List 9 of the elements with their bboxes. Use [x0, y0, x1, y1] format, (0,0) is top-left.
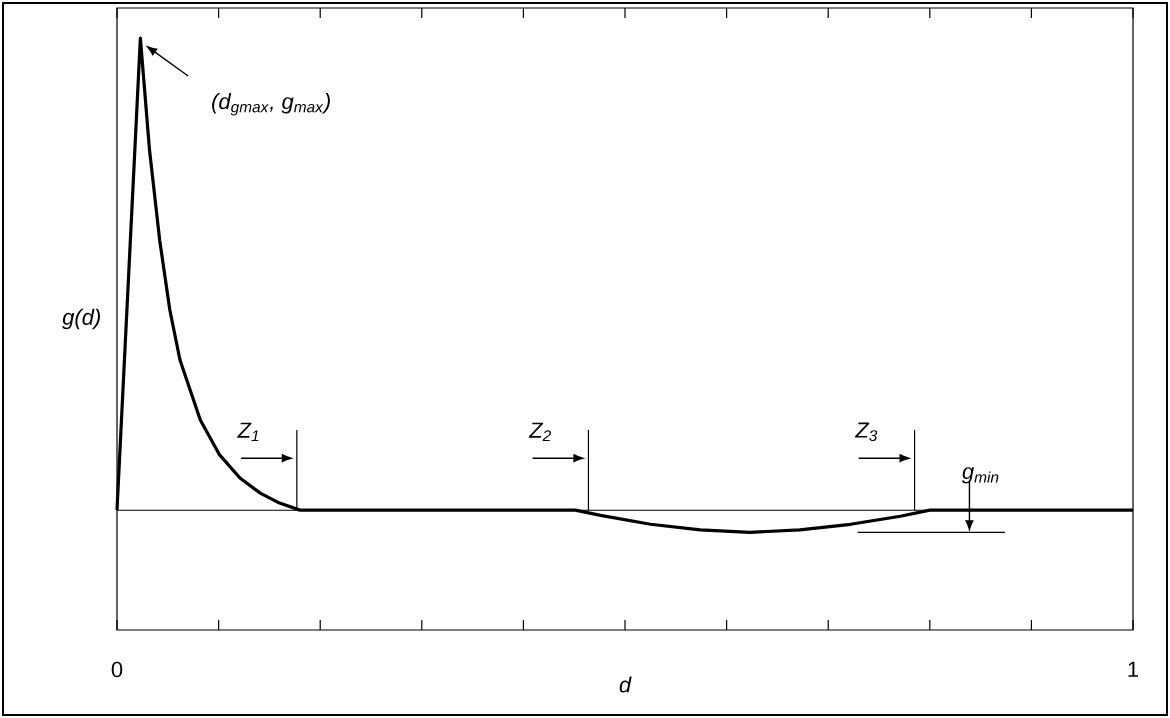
annotation: (d$_{gmax}$, g$_{max}$) — [212, 93, 330, 116]
ref-line-label: Z$_{3}$ — [854, 422, 878, 442]
x-tick-label: 1 — [1128, 661, 1139, 677]
ref-line-label: Z$_{2}$ — [528, 422, 551, 442]
y-axis-title: g(d) — [62, 308, 100, 330]
ref-line-label: g$_{min}$ — [961, 467, 999, 484]
x-axis-title: d — [619, 676, 632, 693]
ref-line-label: Z$_{1}$ — [237, 422, 259, 442]
x-tick-label: 0 — [111, 661, 123, 678]
